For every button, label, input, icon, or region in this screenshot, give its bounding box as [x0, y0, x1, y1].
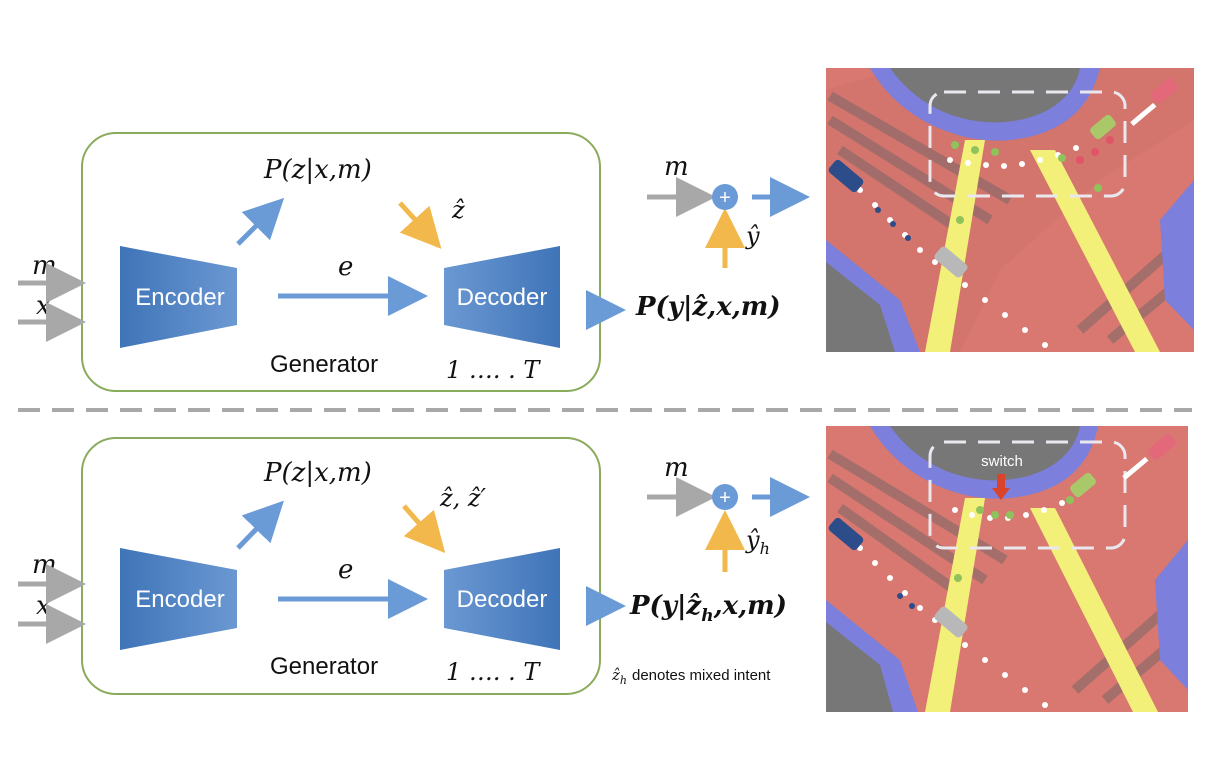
bottom-scene-map: switch	[826, 426, 1188, 712]
top-sample-label: ẑ	[451, 196, 465, 224]
bottom-note-sub: h	[620, 674, 627, 687]
switch-label: switch	[981, 453, 1023, 470]
top-yhat-label: ŷ	[745, 222, 760, 250]
bottom-yhat-sub: h	[760, 539, 770, 558]
bottom-input-m: m	[32, 550, 57, 580]
top-latent-label: e	[338, 252, 353, 282]
bottom-prior-label: P(z|x,m)	[263, 458, 372, 488]
bottom-sample-label: ẑ, ẑ′	[439, 484, 487, 512]
bottom-sample-arrow	[402, 504, 446, 554]
top-output-label: P(y|ẑ,x,m)	[635, 292, 781, 322]
bottom-output-sub: h	[701, 606, 713, 626]
bottom-note-symbol: ẑ	[611, 666, 620, 684]
bottom-plus-icon: +	[719, 487, 731, 509]
top-encoder-label: Encoder	[135, 284, 224, 311]
bottom-sum-input-m: m	[664, 453, 689, 483]
bottom-yhat-head: ŷ	[745, 526, 760, 554]
bottom-output-tail: ,x,m)	[713, 591, 787, 621]
bottom-yhat-label: ŷh	[745, 526, 770, 558]
top-input-x: x	[36, 291, 51, 321]
bottom-output-head: P(y|ẑ	[629, 591, 702, 621]
bottom-decoder-block	[444, 548, 560, 650]
top-sum-node	[712, 184, 738, 210]
bottom-note: ẑh denotes mixed intent	[611, 666, 771, 687]
top-decoder-label: Decoder	[457, 284, 548, 311]
bottom-encoder-to-prior-arrow	[236, 500, 284, 550]
top-input-m: m	[32, 251, 57, 281]
bottom-decoder-label: Decoder	[457, 586, 548, 613]
top-sample-arrow	[398, 201, 442, 249]
top-encoder-to-prior-arrow	[236, 197, 285, 246]
bottom-latent-label: e	[338, 555, 353, 585]
bottom-output-label: P(y|ẑh,x,m)	[629, 591, 787, 626]
bottom-panel: m x Encoder Decoder e P(z|x,m) ẑ, ẑ′ Gen…	[18, 426, 1188, 712]
bottom-sum-node	[712, 484, 738, 510]
bottom-encoder-label: Encoder	[135, 586, 224, 613]
top-sum-input-m: m	[664, 152, 689, 182]
top-prior-label: P(z|x,m)	[263, 155, 372, 185]
bottom-steps-label: 1 …. . T	[446, 658, 541, 686]
top-generator-frame	[81, 132, 601, 392]
top-scene-map	[826, 68, 1194, 352]
bottom-generator-label: Generator	[270, 653, 378, 680]
top-steps-label: 1 …. . T	[446, 356, 541, 384]
bottom-encoder-block	[120, 548, 237, 650]
switch-arrow-icon	[997, 474, 1005, 490]
top-plus-icon: +	[719, 187, 731, 209]
top-encoder-block	[120, 246, 237, 348]
bottom-input-x: x	[36, 591, 51, 621]
top-panel: m x Encoder Decoder e P(z|x,m) ẑ Generat…	[18, 68, 1194, 392]
top-decoder-block	[444, 246, 560, 348]
bottom-note-text: denotes mixed intent	[632, 667, 771, 684]
top-generator-label: Generator	[270, 351, 378, 378]
